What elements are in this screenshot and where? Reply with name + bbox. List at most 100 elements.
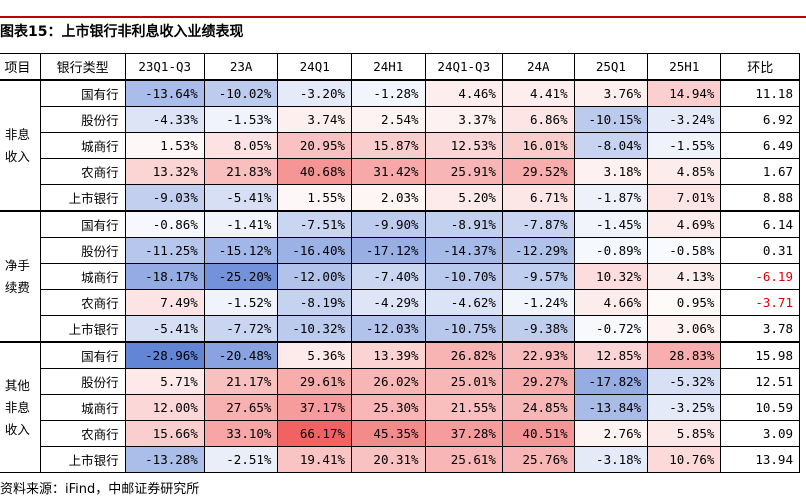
figure-header: 图表15：上市银行非利息收入业绩表现 [0,0,806,45]
value-cell: -1.87% [573,184,649,212]
value-cell: 8.05% [203,132,279,159]
value-cell: 2.54% [351,106,426,133]
group-label: 净手 续费 [0,210,41,343]
value-cell: 22.93% [501,341,575,369]
qoq-cell: 11.18 [720,79,800,107]
value-cell: -8.04% [573,132,649,159]
qoq-cell: -3.71 [720,289,800,316]
value-cell: 25.01% [424,368,503,395]
value-cell: -13.28% [124,446,205,473]
table-row: 上市银行 -13.28% -2.51% 19.41% 20.31% 25.61% 25.76… [0,446,800,473]
value-cell: 4.69% [647,210,722,238]
value-cell: -3.24% [647,106,722,133]
value-cell: -4.33% [124,106,205,133]
figure-title: 图表15：上市银行非利息收入业绩表现 [0,24,244,40]
value-cell: -17.82% [573,368,649,395]
column-header: 24A [501,53,575,81]
value-cell: 7.01% [647,184,722,212]
qoq-cell: 10.59 [720,394,800,421]
value-cell: 28.83% [647,341,722,369]
value-cell: 12.00% [124,394,205,421]
value-cell: -28.96% [124,341,205,369]
bank-type-cell: 城商行 [39,132,126,159]
value-cell: 20.95% [277,132,352,159]
table-row: 股份行 -11.25% -15.12% -16.40% -17.12% -14.37% -1… [0,237,800,264]
value-cell: 3.74% [277,106,352,133]
value-cell: 15.66% [124,420,205,447]
value-cell: 4.13% [647,263,722,290]
qoq-cell: -6.19 [720,263,800,290]
qoq-cell: 1.67 [720,158,800,185]
table-row: 净手 续费 国有行 -0.86% -1.41% -7.51% -9.90% -8.91% -7.… [0,210,800,343]
qoq-cell: 0.31 [720,237,800,264]
value-cell: -7.40% [351,263,426,290]
value-cell: -1.55% [647,132,722,159]
value-cell: -0.89% [573,237,649,264]
value-cell: -12.03% [351,315,426,343]
qoq-cell: 12.51 [720,368,800,395]
column-header: 24Q1-Q3 [424,53,503,81]
value-cell: -17.12% [351,237,426,264]
table-row: 上市银行 -9.03% -5.41% 1.55% 2.03% 5.20% 6.71% -1.8… [0,184,800,212]
value-cell: -7.87% [501,210,575,238]
column-header: 环比 [720,53,800,81]
value-cell: 19.41% [277,446,352,473]
value-cell: 37.28% [424,420,503,447]
table-row: 股份行 -4.33% -1.53% 3.74% 2.54% 3.37% 6.86% -10.1… [0,106,800,133]
table-row: 城商行 12.00% 27.65% 37.17% 25.30% 21.55% 24.85% -… [0,394,800,421]
bank-type-cell: 上市银行 [39,184,126,212]
column-header: 25H1 [647,53,722,81]
value-cell: 3.76% [573,79,649,107]
value-cell: -18.17% [124,263,205,290]
value-cell: 20.31% [351,446,426,473]
column-header: 25Q1 [573,53,649,81]
value-cell: 27.65% [203,394,279,421]
qoq-cell: 6.92 [720,106,800,133]
value-cell: 10.32% [573,263,649,290]
column-header: 23Q1-Q3 [124,53,205,81]
value-cell: 29.52% [501,158,575,185]
table-row: 农商行 13.32% 21.83% 40.68% 31.42% 25.91% 29.52% 3… [0,158,800,185]
value-cell: -4.62% [424,289,503,316]
value-cell: 21.83% [203,158,279,185]
value-cell: 29.27% [501,368,575,395]
value-cell: -10.75% [424,315,503,343]
value-cell: 5.20% [424,184,503,212]
value-cell: 40.68% [277,158,352,185]
value-cell: 29.61% [277,368,352,395]
value-cell: -10.32% [277,315,352,343]
qoq-cell: 13.94 [720,446,800,473]
bank-type-cell: 农商行 [39,158,126,185]
bank-type-cell: 农商行 [39,289,126,316]
table-row: 农商行 15.66% 33.10% 66.17% 45.35% 37.28% 40.51% 2… [0,420,800,447]
value-cell: -1.41% [203,210,279,238]
value-cell: 25.76% [501,446,575,473]
bank-type-cell: 城商行 [39,263,126,290]
qoq-cell: 6.49 [720,132,800,159]
value-cell: 5.36% [277,341,352,369]
column-header: 24H1 [351,53,426,81]
value-cell: 26.82% [424,341,503,369]
table-body: 非息 收入 国有行 -13.64% -10.02% -3.20% -1.28% 4.46% 4.… [0,79,800,473]
value-cell: 10.76% [647,446,722,473]
column-header: 24Q1 [277,53,352,81]
table-row: 非息 收入 国有行 -13.64% -10.02% -3.20% -1.28% 4.46% 4.… [0,79,800,212]
value-cell: -0.86% [124,210,205,238]
bank-type-cell: 国有行 [39,341,126,369]
value-cell: -0.58% [647,237,722,264]
value-cell: 4.41% [501,79,575,107]
title-rule [0,16,806,18]
bank-type-cell: 股份行 [39,237,126,264]
value-cell: -9.38% [501,315,575,343]
value-cell: -8.91% [424,210,503,238]
value-cell: -3.18% [573,446,649,473]
value-cell: -10.70% [424,263,503,290]
value-cell: 12.85% [573,341,649,369]
qoq-cell: 3.09 [720,420,800,447]
value-cell: -1.28% [351,79,426,107]
value-cell: 4.46% [424,79,503,107]
value-cell: -10.15% [573,106,649,133]
value-cell: -11.25% [124,237,205,264]
value-cell: -3.25% [647,394,722,421]
value-cell: 4.66% [573,289,649,316]
